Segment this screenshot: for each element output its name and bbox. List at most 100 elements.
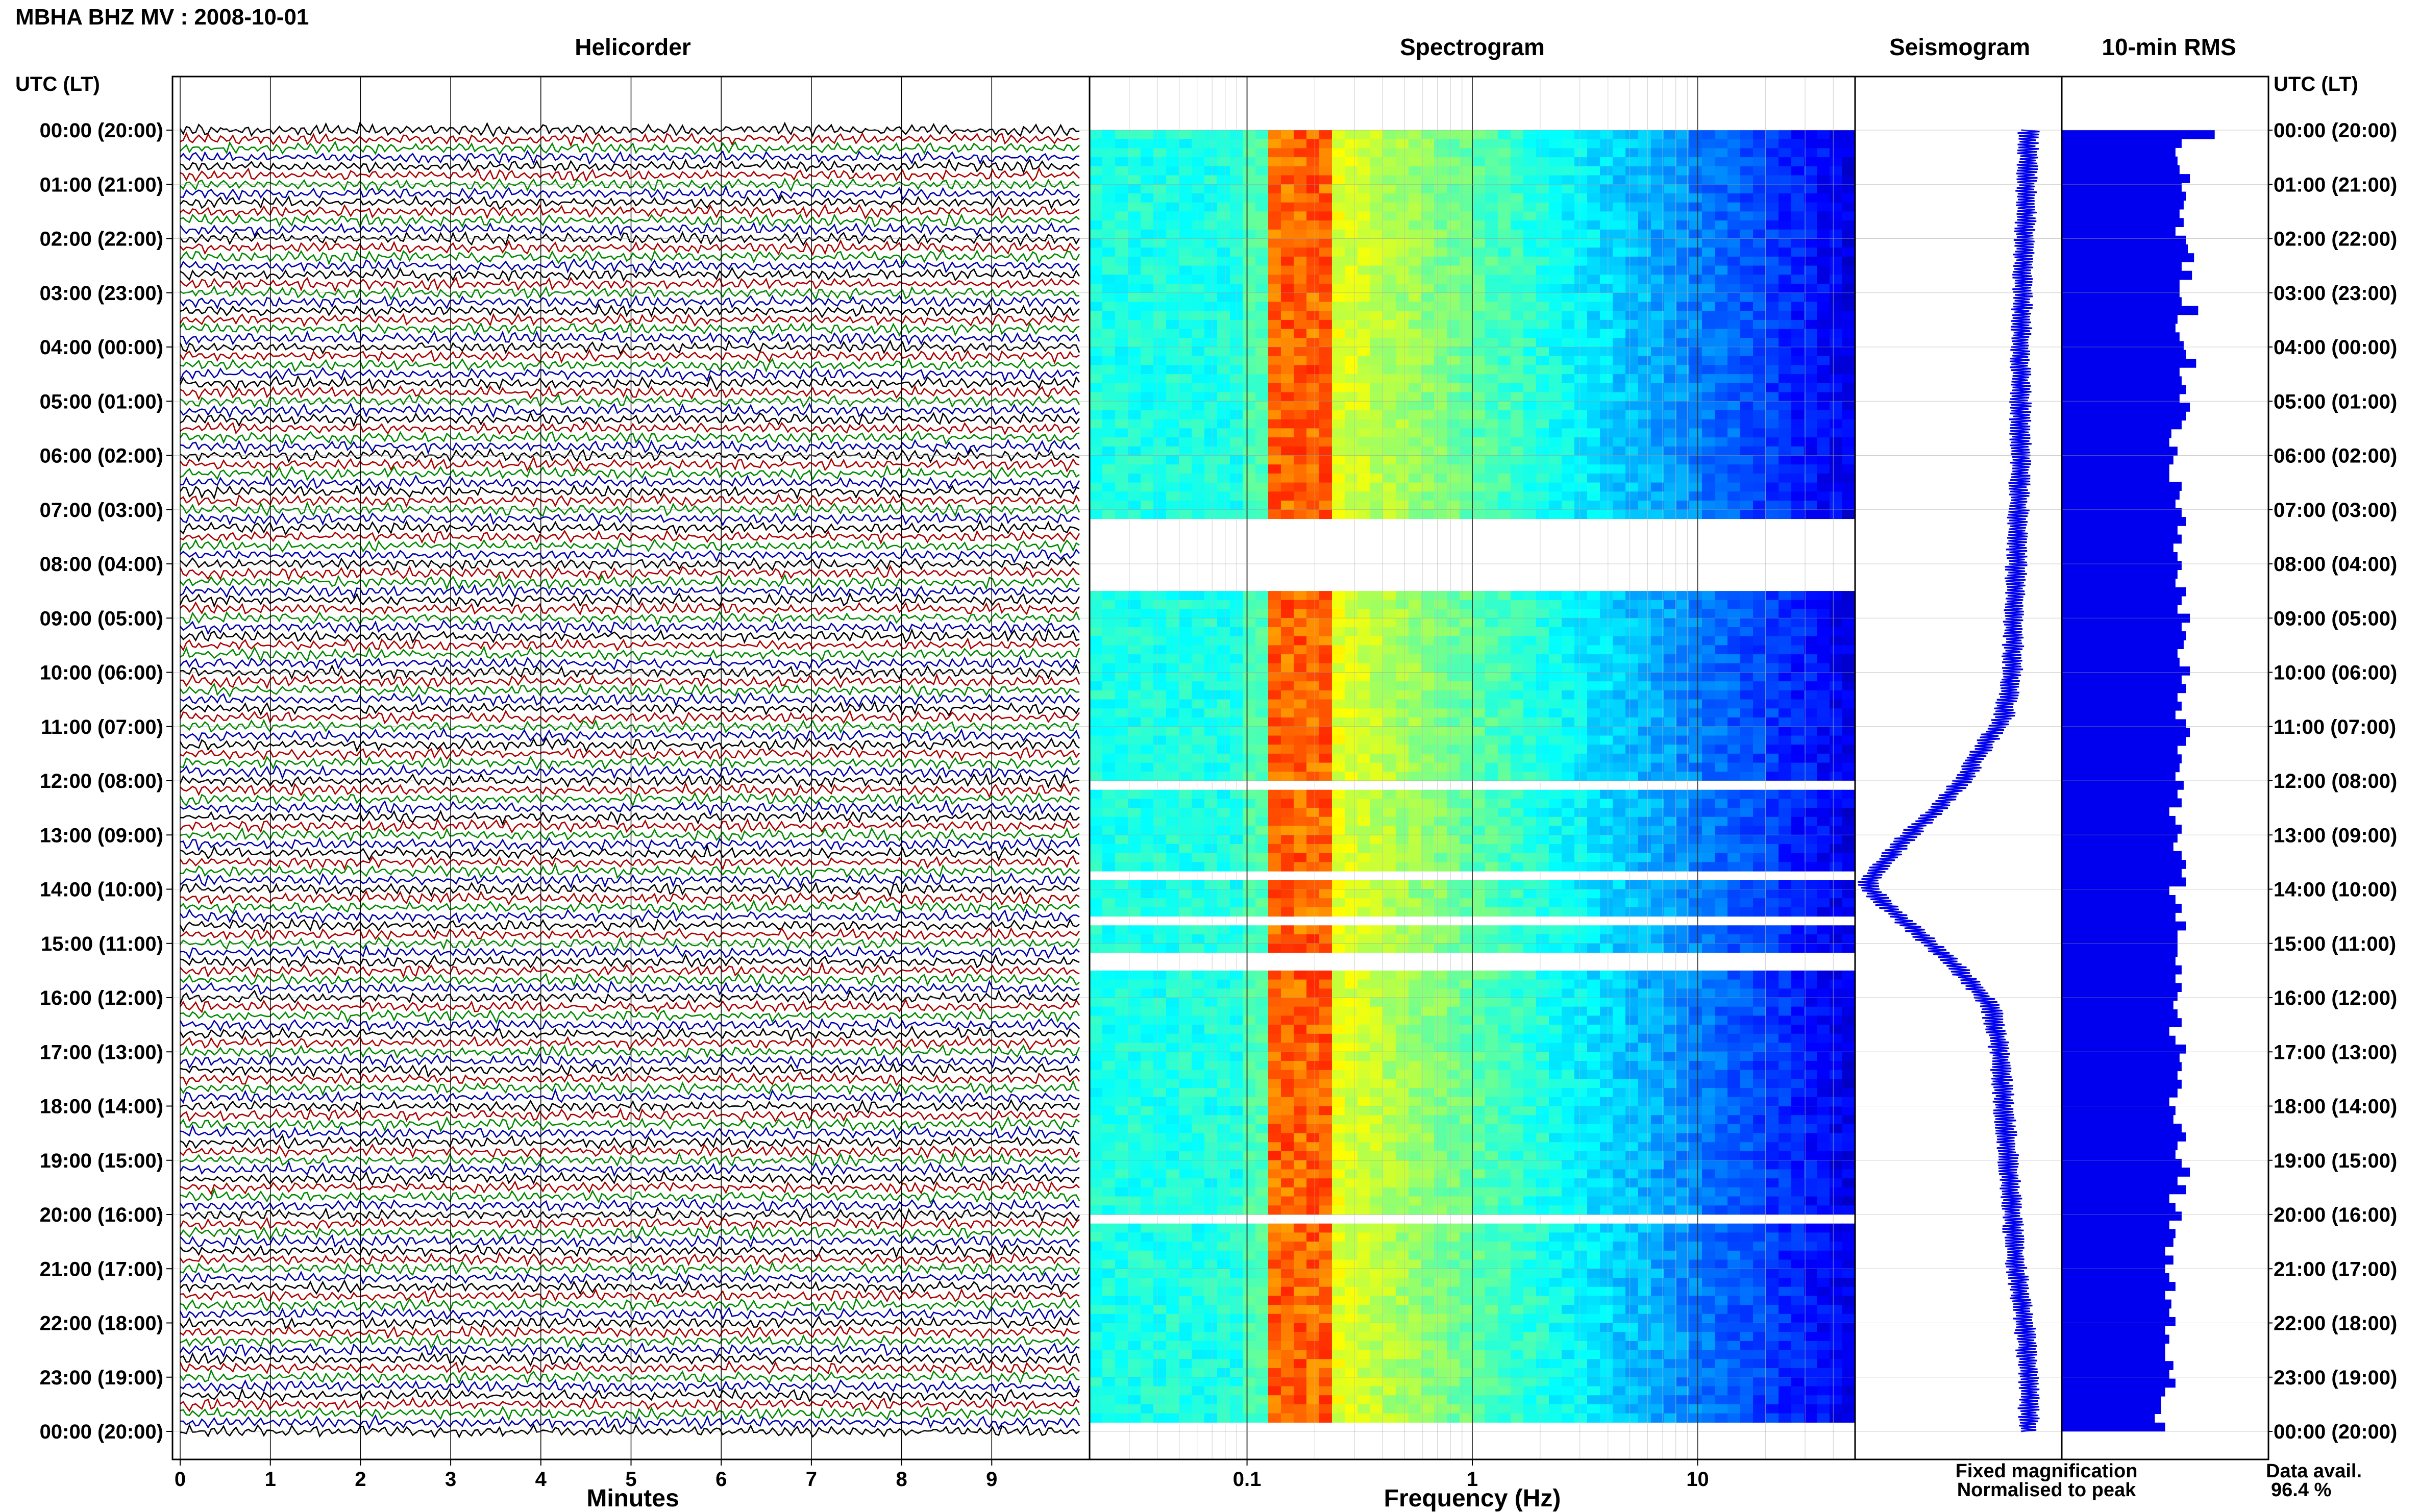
spectrogram-cell	[1383, 898, 1396, 908]
spectrogram-cell	[1498, 816, 1511, 827]
spectrogram-cell	[1090, 708, 1103, 718]
spectrogram-cell	[1294, 501, 1307, 510]
spectrogram-cell	[1562, 880, 1575, 890]
spectrogram-cell	[1090, 229, 1103, 239]
spectrogram-cell	[1842, 509, 1856, 519]
spectrogram-cell	[1600, 509, 1613, 519]
spectrogram-cell	[1217, 256, 1230, 266]
spectrogram-cell	[1141, 762, 1154, 772]
spectrogram-cell	[1090, 455, 1103, 465]
spectrogram-cell	[1740, 745, 1754, 754]
spectrogram-cell	[1817, 211, 1830, 221]
spectrogram-cell	[1460, 482, 1473, 492]
spectrogram-cell	[1192, 799, 1205, 808]
spectrogram-cell	[1511, 853, 1524, 862]
spectrogram-cell	[1625, 636, 1639, 646]
spectrogram-cell	[1817, 907, 1830, 917]
spectrogram-cell	[1179, 654, 1192, 664]
spectrogram-cell	[1319, 943, 1332, 953]
spectrogram-cell	[1319, 482, 1332, 492]
spectrogram-cell	[1192, 907, 1205, 917]
spectrogram-cell	[1830, 473, 1843, 483]
spectrogram-cell	[1332, 699, 1345, 709]
spectrogram-cell	[1830, 238, 1843, 248]
spectrogram-cell	[1536, 690, 1549, 700]
spectrogram-cell	[1281, 392, 1294, 402]
spectrogram-cell	[1332, 220, 1345, 230]
helicorder-trace-line	[180, 755, 1080, 771]
spectrogram-cell	[1727, 509, 1741, 519]
spectrogram-cell	[1294, 220, 1307, 230]
spectrogram-cell	[1753, 220, 1766, 230]
spectrogram-cell	[1638, 464, 1651, 474]
spectrogram-cell	[1115, 311, 1128, 320]
spectrogram-cell	[1766, 618, 1779, 628]
spectrogram-cell	[1587, 970, 1600, 980]
spectrogram-cell	[1421, 275, 1435, 284]
helicorder-trace-line	[180, 1071, 1080, 1087]
spectrogram-cell	[1357, 446, 1371, 456]
spectrogram-cell	[1523, 464, 1537, 474]
helicorder-trace-line	[179, 1360, 1080, 1375]
spectrogram-cell	[1434, 789, 1447, 799]
spectrogram-cell	[1192, 374, 1205, 384]
spectrogram-cell	[1791, 762, 1805, 772]
spectrogram-cell	[1549, 835, 1562, 845]
spectrogram-cell	[1562, 211, 1575, 221]
spectrogram-cell	[1255, 708, 1269, 718]
spectrogram-cell	[1332, 247, 1345, 257]
spectrogram-cell	[1523, 753, 1537, 763]
spectrogram-cell	[1472, 491, 1486, 501]
spectrogram-cell	[1370, 645, 1384, 655]
spectrogram-cell	[1102, 789, 1116, 799]
spectrogram-cell	[1549, 600, 1562, 610]
spectrogram-cell	[1791, 256, 1805, 266]
spectrogram-cell	[1217, 618, 1230, 628]
spectrogram-cell	[1294, 762, 1307, 772]
spectrogram-cell	[1830, 835, 1843, 845]
spectrogram-cell	[1294, 681, 1307, 691]
spectrogram-cell	[1383, 392, 1396, 402]
spectrogram-cell	[1102, 943, 1116, 953]
spectrogram-cell	[1715, 473, 1728, 483]
spectrogram-cell	[1740, 835, 1754, 845]
spectrogram-cell	[1345, 726, 1358, 736]
spectrogram-cell	[1791, 446, 1805, 456]
spectrogram-cell	[1192, 844, 1205, 854]
helicorder-trace-line	[180, 979, 1080, 996]
spectrogram-cell	[1779, 907, 1792, 917]
spectrogram-cell	[1587, 175, 1600, 185]
spectrogram-cell	[1817, 889, 1830, 899]
helicorder-trace-line	[179, 249, 1080, 266]
spectrogram-cell	[1357, 139, 1371, 148]
spectrogram-cell	[1383, 247, 1396, 257]
spectrogram-cell	[1332, 292, 1345, 303]
spectrogram-cell	[1587, 690, 1600, 700]
spectrogram-cell	[1702, 799, 1715, 808]
spectrogram-cell	[1383, 229, 1396, 239]
spectrogram-cell	[1766, 428, 1779, 438]
helicorder-trace-line	[180, 475, 1080, 490]
spectrogram-cell	[1255, 265, 1269, 275]
spectrogram-cell	[1396, 627, 1409, 637]
spectrogram-cell	[1434, 609, 1447, 618]
spectrogram-cell	[1817, 157, 1830, 167]
helicorder-trace-line	[179, 312, 1080, 328]
spectrogram-cell	[1421, 437, 1435, 447]
spectrogram-cell	[1498, 970, 1511, 980]
spectrogram-cell	[1727, 347, 1741, 357]
spectrogram-cell	[1345, 220, 1358, 230]
spectrogram-cell	[1294, 816, 1307, 827]
spectrogram-cell	[1702, 853, 1715, 862]
spectrogram-cell	[1383, 762, 1396, 772]
helicorder-trace-line	[179, 1243, 1080, 1259]
spectrogram-cell	[1523, 265, 1537, 275]
spectrogram-cell	[1625, 591, 1639, 601]
spectrogram-cell	[1625, 717, 1639, 727]
spectrogram-cell	[1625, 826, 1639, 835]
spectrogram-cell	[1702, 726, 1715, 736]
spectrogram-cell	[1740, 690, 1754, 700]
spectrogram-cell	[1421, 943, 1435, 953]
spectrogram-cell	[1357, 762, 1371, 772]
spectrogram-cell	[1090, 663, 1103, 673]
